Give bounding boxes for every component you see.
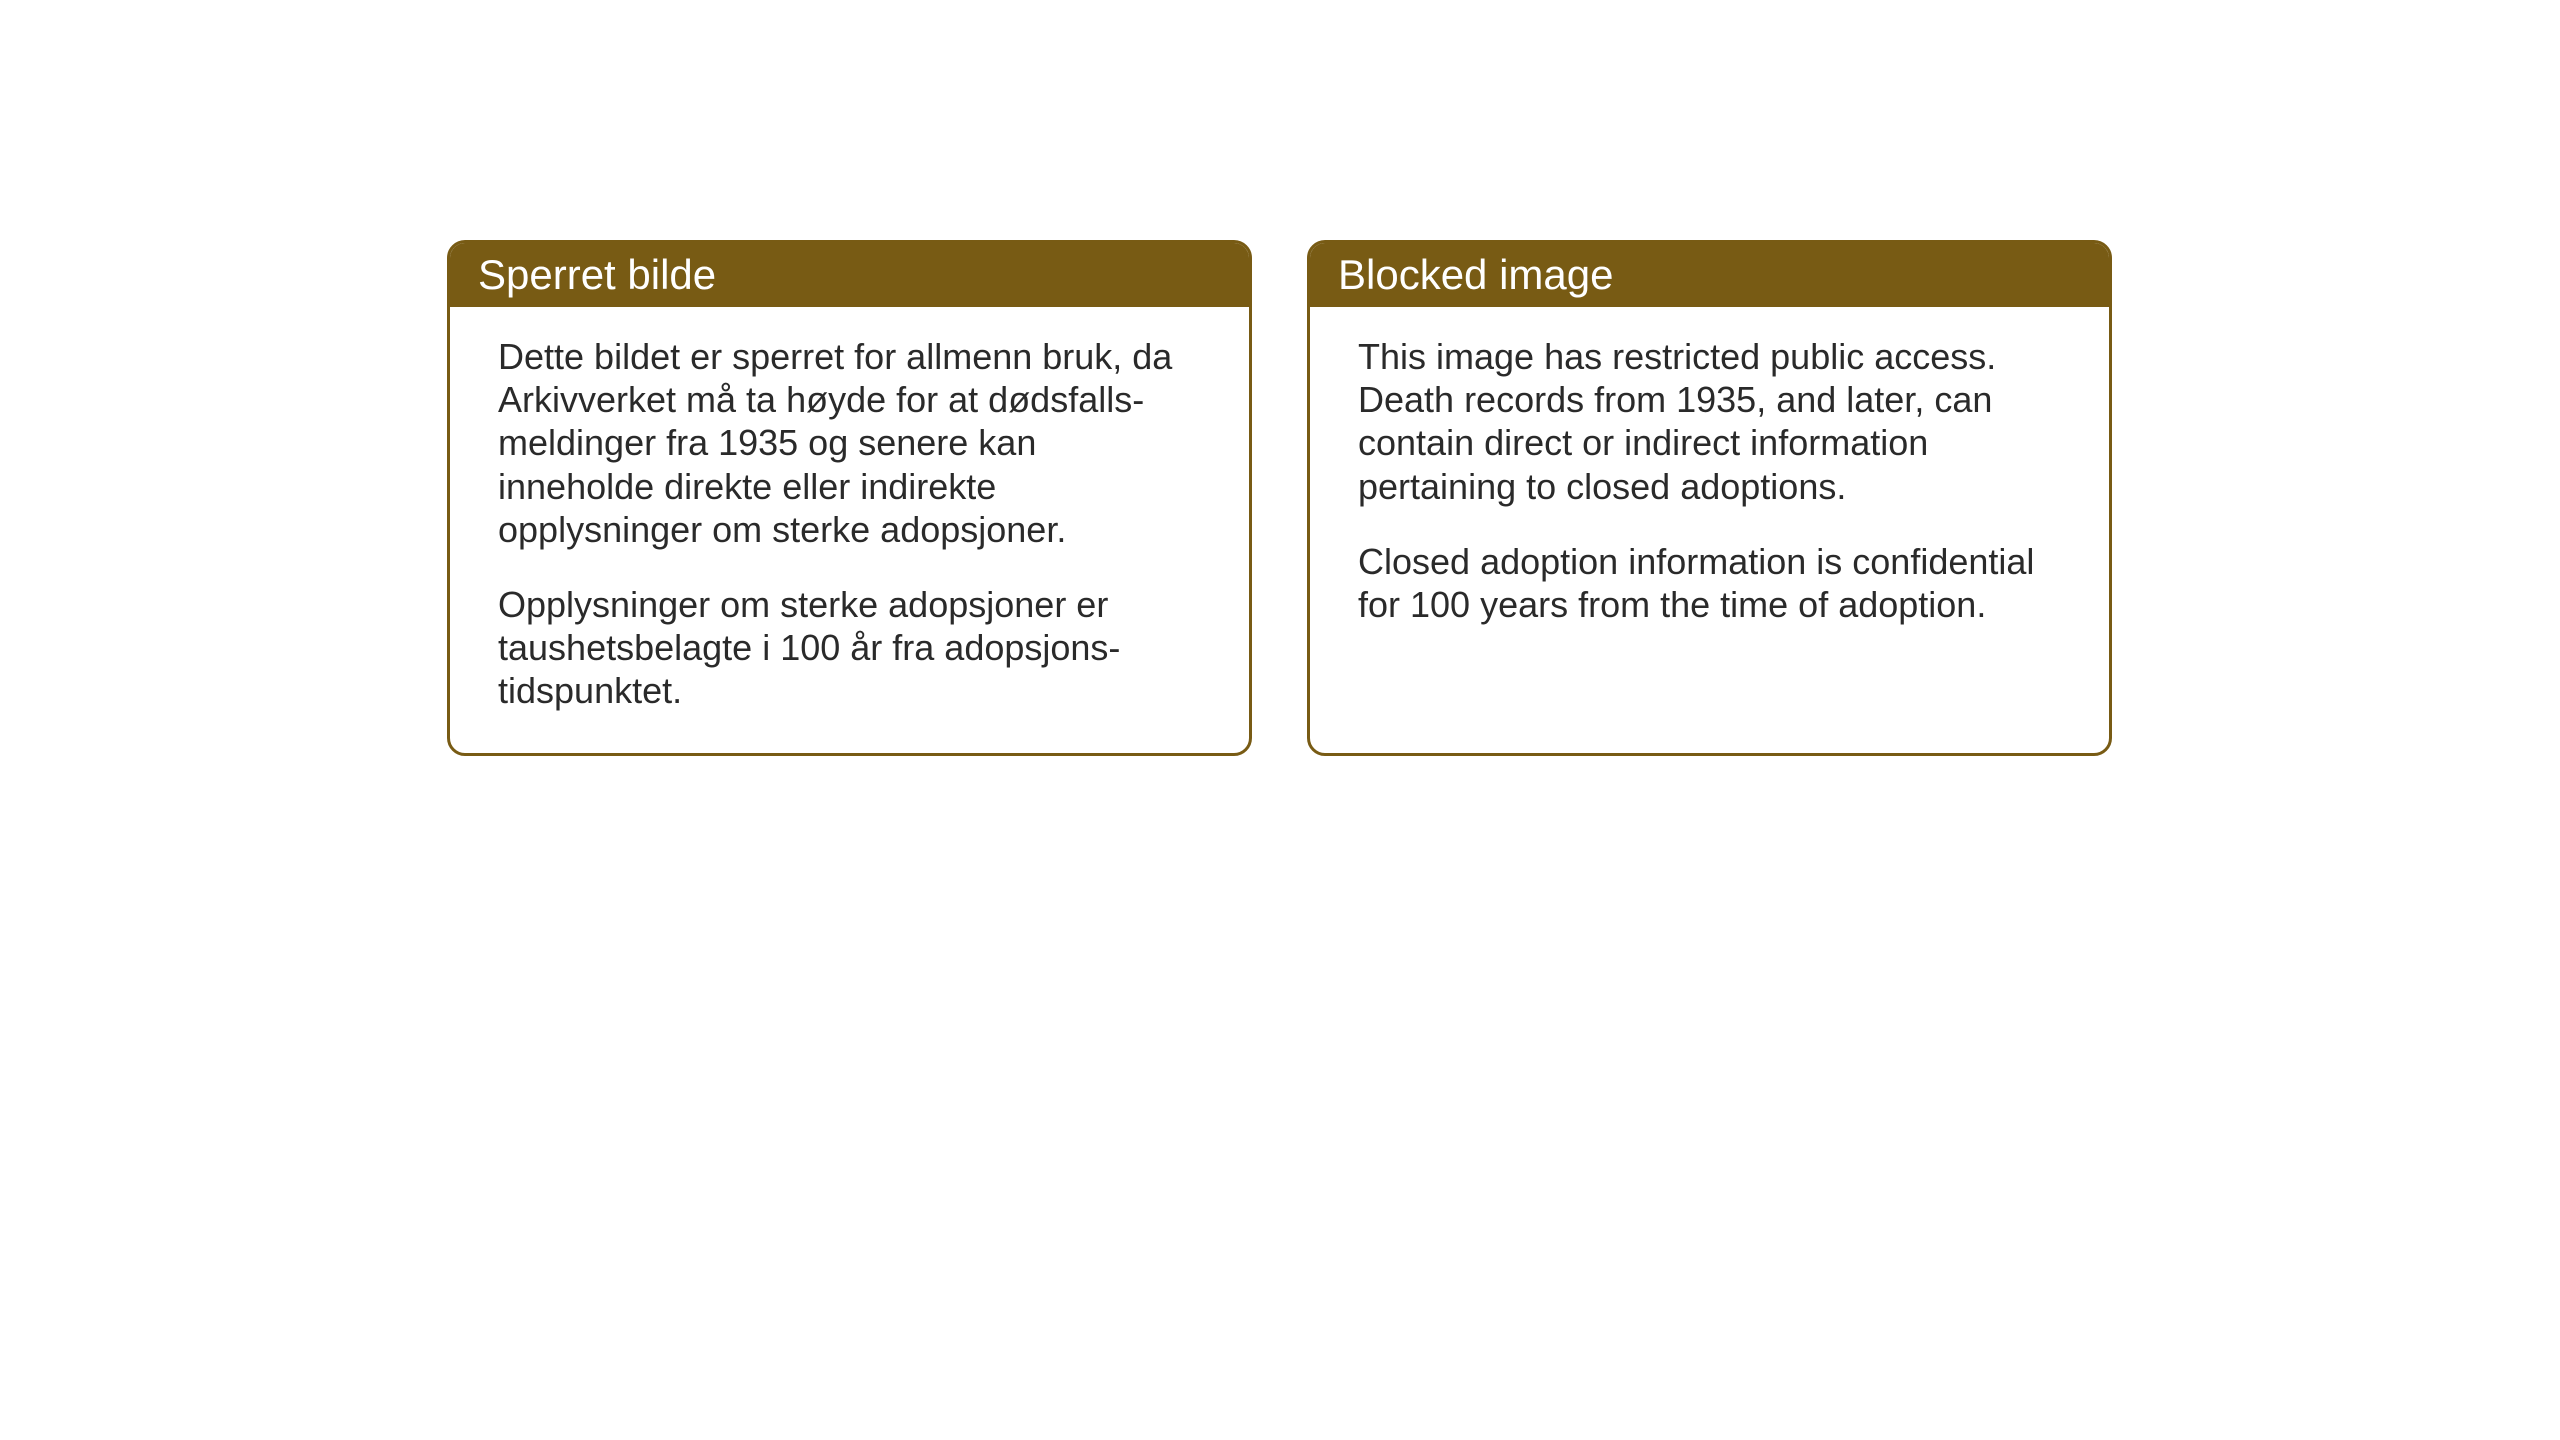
card-paragraph: Dette bildet er sperret for allmenn bruk…: [498, 335, 1201, 551]
notice-card-english: Blocked image This image has restricted …: [1307, 240, 2112, 756]
card-paragraph: Closed adoption information is confident…: [1358, 540, 2061, 626]
card-paragraph: Opplysninger om sterke adopsjoner er tau…: [498, 583, 1201, 713]
cards-container: Sperret bilde Dette bildet er sperret fo…: [447, 240, 2112, 756]
card-paragraph: This image has restricted public access.…: [1358, 335, 2061, 508]
card-body: Dette bildet er sperret for allmenn bruk…: [450, 307, 1249, 753]
card-title: Sperret bilde: [478, 251, 716, 298]
card-header: Blocked image: [1310, 243, 2109, 307]
notice-card-norwegian: Sperret bilde Dette bildet er sperret fo…: [447, 240, 1252, 756]
card-title: Blocked image: [1338, 251, 1613, 298]
card-body: This image has restricted public access.…: [1310, 307, 2109, 666]
card-header: Sperret bilde: [450, 243, 1249, 307]
